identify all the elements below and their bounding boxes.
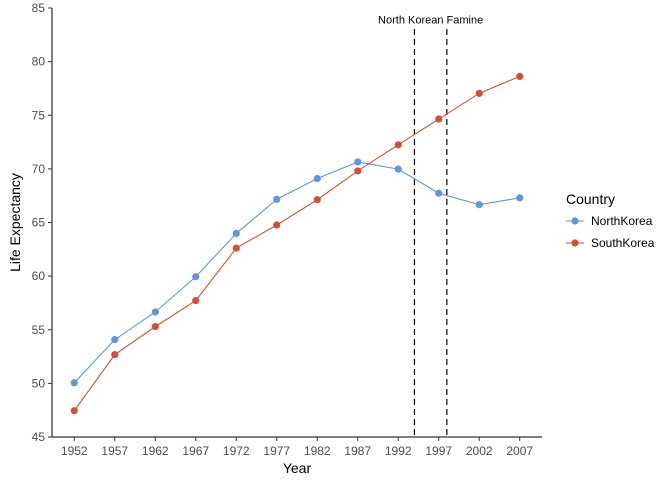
y-tick-label: 85 (32, 1, 46, 15)
data-point (192, 297, 200, 305)
data-point (475, 201, 483, 209)
data-point (70, 407, 78, 415)
data-point (354, 167, 362, 175)
x-tick-label: 1977 (263, 444, 290, 458)
x-tick-label: 2007 (506, 444, 533, 458)
x-tick-label: 2002 (466, 444, 493, 458)
x-tick-label: 1972 (223, 444, 250, 458)
data-point (273, 195, 281, 203)
data-point (273, 221, 281, 229)
famine-annotation: North Korean Famine (378, 15, 483, 27)
series-line (73, 75, 520, 412)
y-tick-label: 45 (32, 430, 46, 444)
series-southkorea (70, 72, 524, 415)
x-tick-label: 1962 (142, 444, 169, 458)
series-layer (70, 72, 524, 415)
data-point (70, 379, 78, 387)
x-tick-label: 1967 (182, 444, 209, 458)
x-axis-title: Year (283, 460, 312, 476)
data-point (394, 165, 402, 173)
y-tick-label: 65 (32, 216, 46, 230)
series-line (73, 161, 520, 384)
y-tick-label: 70 (32, 162, 46, 176)
data-point (232, 229, 240, 238)
data-point (516, 72, 524, 80)
data-point (151, 323, 159, 331)
y-tick-label: 60 (32, 269, 46, 283)
x-tick-label: 1987 (344, 444, 371, 458)
legend-key-point (571, 239, 579, 247)
data-point (232, 244, 240, 252)
data-point (313, 196, 321, 204)
data-point (192, 273, 200, 281)
x-tick-label: 1992 (385, 444, 412, 458)
x-tick-label: 1952 (61, 444, 88, 458)
data-point (394, 141, 402, 149)
legend: Country NorthKorea SouthKorea (566, 191, 655, 250)
famine-markers (413, 29, 448, 437)
data-point (435, 189, 443, 197)
y-axis-title: Life Expectancy (7, 173, 23, 272)
y-tick-label: 50 (32, 376, 46, 390)
data-point (516, 194, 524, 202)
legend-title: Country (566, 191, 615, 207)
data-point (313, 174, 321, 183)
data-point (475, 89, 483, 97)
series-northkorea (70, 158, 524, 387)
x-tick-label: 1957 (101, 444, 128, 458)
y-axis: 45 50 55 60 65 70 75 80 85 (32, 1, 53, 444)
x-tick-label: 1997 (425, 444, 452, 458)
y-tick-label: 80 (32, 55, 46, 69)
legend-label: SouthKorea (591, 236, 655, 250)
data-point (435, 115, 443, 123)
data-point (354, 158, 362, 166)
legend-key-point (571, 217, 579, 225)
data-point (111, 336, 119, 344)
legend-label: NorthKorea (591, 214, 653, 228)
x-axis: 1952 1957 1962 1967 1972 1977 1982 1987 1992 1997… (52, 436, 542, 458)
data-point (111, 351, 119, 359)
data-point (151, 308, 159, 316)
y-tick-label: 55 (32, 323, 46, 337)
x-tick-label: 1982 (304, 444, 331, 458)
y-tick-label: 75 (32, 108, 46, 122)
